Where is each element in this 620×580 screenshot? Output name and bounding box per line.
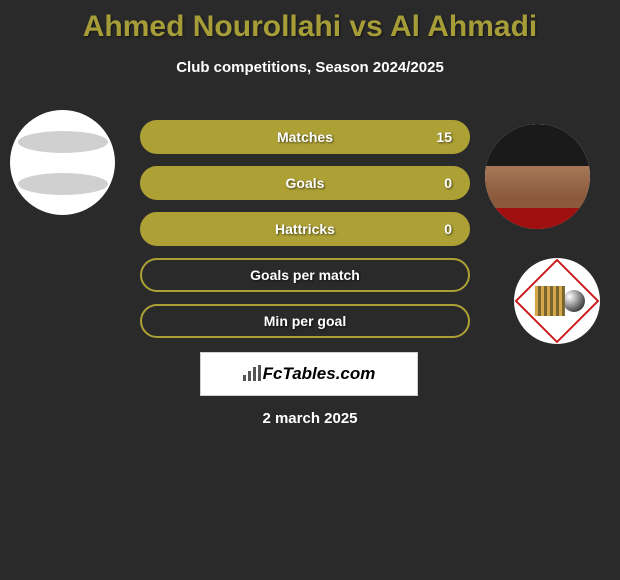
logo-stripes-icon xyxy=(535,286,565,316)
stats-list: Matches 15 Goals 0 Hattricks 0 Goals per… xyxy=(140,120,470,350)
player-hair-graphic xyxy=(485,124,590,166)
stat-pill-min-per-goal: Min per goal xyxy=(140,304,470,338)
chart-bar xyxy=(253,367,256,381)
stat-label: Hattricks xyxy=(275,221,335,237)
player-face-graphic xyxy=(485,124,590,229)
stat-value: 0 xyxy=(444,175,452,191)
stat-value: 0 xyxy=(444,221,452,237)
stat-pill-goals-per-match: Goals per match xyxy=(140,258,470,292)
placeholder-ellipse-2 xyxy=(18,173,108,195)
stat-label: Min per goal xyxy=(264,313,346,329)
chart-bar xyxy=(248,371,251,381)
player-left-avatar xyxy=(10,110,115,215)
chart-bar xyxy=(258,365,261,381)
player-right-avatar xyxy=(485,124,590,229)
club-logo-right xyxy=(514,258,600,344)
stat-value: 15 xyxy=(436,129,452,145)
logo-diamond-shape xyxy=(515,259,600,344)
stat-pill-goals: Goals 0 xyxy=(140,166,470,200)
stat-pill-matches: Matches 15 xyxy=(140,120,470,154)
stat-label: Goals per match xyxy=(250,267,360,283)
fctables-logo: FcTables.com xyxy=(243,364,376,384)
player-jersey-graphic xyxy=(485,208,590,229)
branding-text: FcTables.com xyxy=(263,364,376,384)
stat-label: Goals xyxy=(286,175,325,191)
stat-pill-hattricks: Hattricks 0 xyxy=(140,212,470,246)
placeholder-ellipse-1 xyxy=(18,131,108,153)
branding-box: FcTables.com xyxy=(200,352,418,396)
comparison-title: Ahmed Nourollahi vs Al Ahmadi xyxy=(0,0,620,44)
club-logo-graphic xyxy=(527,271,587,331)
season-subtitle: Club competitions, Season 2024/2025 xyxy=(0,59,620,76)
chart-bar xyxy=(243,375,246,381)
logo-ball-icon xyxy=(563,290,585,312)
stat-label: Matches xyxy=(277,129,333,145)
date-label: 2 march 2025 xyxy=(0,410,620,427)
fctables-chart-icon xyxy=(243,365,261,383)
